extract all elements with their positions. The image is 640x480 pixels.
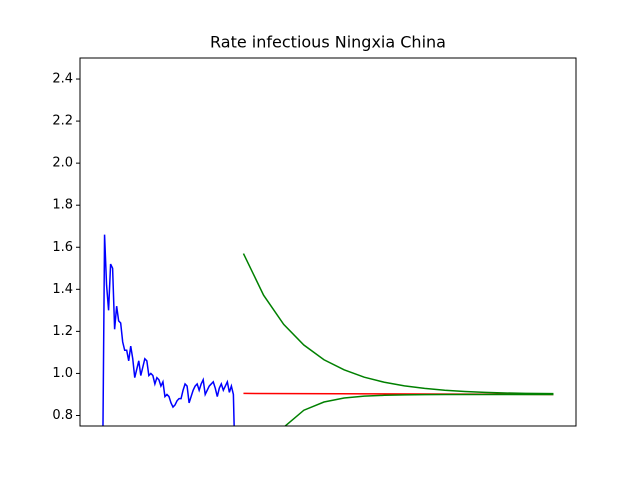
line	[242, 253, 554, 395]
axes-frame	[79, 57, 577, 427]
line	[284, 393, 554, 426]
plot-area	[102, 234, 554, 426]
chart-title: Rate infectious Ningxia China	[210, 33, 446, 52]
y-tick-label: 2.0	[52, 156, 73, 171]
y-tick-label: 1.6	[52, 240, 73, 255]
y-tick-label: 1.8	[52, 198, 73, 213]
y-tick-label: 1.0	[52, 366, 73, 381]
y-tick-label: 2.4	[52, 72, 73, 87]
y-tick-label: 1.4	[52, 282, 73, 297]
line	[102, 234, 235, 426]
y-tick-label: 0.8	[52, 408, 73, 423]
y-tick-label: 2.2	[52, 114, 73, 129]
y-tick-label: 1.2	[52, 324, 73, 339]
